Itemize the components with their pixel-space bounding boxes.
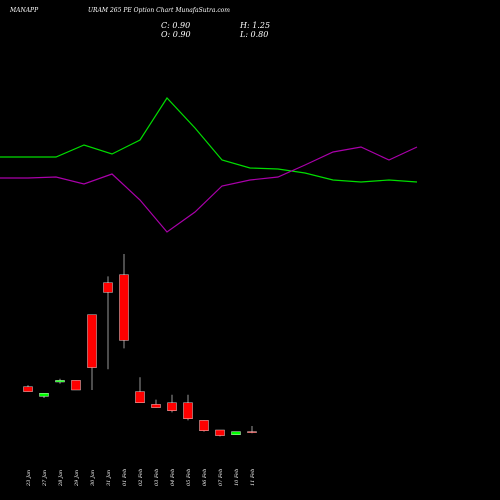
x-tick-label: 10 Feb	[234, 469, 240, 486]
x-axis-labels: 23 Jan 27 Jan 28 Jan 29 Jan 30 Jan 31 Jan 01 F…	[26, 469, 256, 487]
candlestick-series	[23, 254, 257, 437]
candle-body	[199, 420, 209, 431]
x-tick-label: 28 Jan	[58, 470, 64, 487]
x-tick-label: 30 Jan	[90, 470, 96, 486]
candle-body	[87, 314, 97, 368]
candle-body	[167, 402, 177, 411]
candle-body	[231, 431, 241, 436]
x-tick-label: 04 Feb	[170, 469, 176, 486]
candle-body	[183, 402, 193, 419]
x-tick-label: 07 Feb	[218, 469, 224, 486]
close-value: C: 0.90	[161, 21, 191, 30]
low-value: L: 0.80	[240, 30, 269, 39]
indicator-line-2	[0, 146, 418, 233]
x-tick-label: 05 Feb	[186, 469, 192, 486]
open-value: O: 0.90	[161, 30, 191, 39]
indicator-line-1	[0, 97, 418, 183]
candle-body	[247, 431, 257, 433]
x-tick-label: 01 Feb	[122, 469, 128, 486]
x-tick-label: 06 Feb	[202, 469, 208, 486]
indicator-lines	[0, 97, 418, 233]
high-value: H: 1.25	[240, 21, 271, 30]
symbol-label: MANAPP	[10, 7, 39, 14]
candle-body	[135, 391, 145, 404]
x-tick-label: 29 Jan	[74, 470, 80, 487]
x-tick-label: 31 Jan	[106, 470, 112, 486]
candle-body	[103, 282, 113, 293]
chart-title: URAM 265 PE Option Chart MunafaSutra.com	[88, 7, 230, 14]
x-tick-label: 11 Feb	[250, 469, 256, 486]
x-tick-label: 23 Jan	[26, 470, 32, 487]
candle-body	[119, 274, 129, 341]
candle-body	[39, 393, 49, 397]
x-tick-label: 27 Jan	[42, 470, 48, 487]
candle-body	[23, 386, 33, 392]
x-tick-label: 03 Feb	[154, 469, 160, 486]
candle-body	[151, 404, 161, 408]
candle-body	[215, 429, 225, 436]
candle-body	[71, 380, 81, 391]
x-tick-label: 02 Feb	[138, 469, 144, 486]
candle-body	[55, 380, 65, 383]
